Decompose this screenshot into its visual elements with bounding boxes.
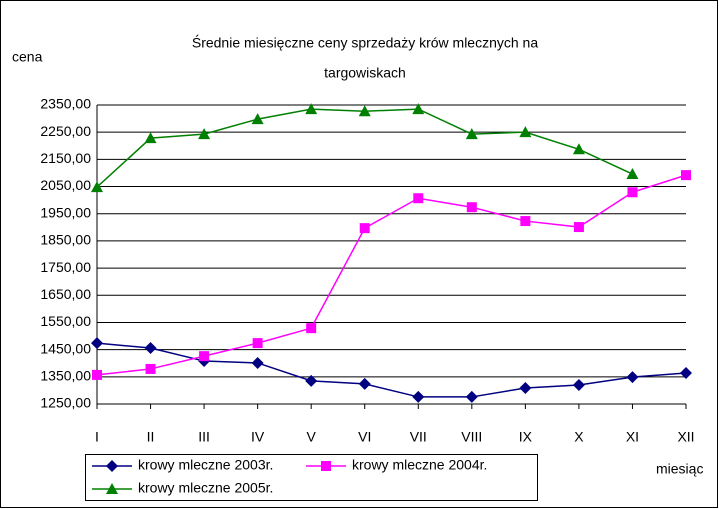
data-point (199, 351, 210, 362)
series-line (96, 174, 687, 376)
legend-marker (321, 461, 331, 471)
y-tick-label: 1550,00 (40, 313, 91, 329)
data-point (144, 342, 157, 355)
x-tick-label: III (198, 429, 210, 445)
data-point (519, 126, 532, 138)
data-point (91, 337, 103, 350)
data-point (519, 381, 532, 394)
data-point (413, 193, 424, 204)
legend-marker (106, 460, 118, 472)
x-axis-label: miesiąc (656, 461, 703, 477)
data-point (305, 374, 318, 387)
x-tick-label: I (95, 429, 99, 445)
data-point (358, 377, 371, 390)
x-tick-label: VIII (461, 429, 482, 445)
x-tick-label: IX (519, 429, 533, 445)
y-tick-label: 2050,00 (40, 177, 91, 193)
y-tick-label: 1350,00 (40, 368, 91, 384)
x-tick-label: XII (677, 429, 694, 445)
data-point (145, 363, 156, 374)
data-point (466, 202, 477, 213)
data-point (626, 168, 639, 180)
data-point (412, 103, 425, 115)
y-tick-label: 2250,00 (40, 123, 91, 139)
y-tick-label: 1850,00 (40, 232, 91, 248)
legend (85, 454, 538, 501)
y-tick-label: 1250,00 (40, 395, 91, 411)
data-point (306, 323, 317, 334)
data-point (198, 128, 211, 140)
data-point (465, 128, 478, 140)
y-tick-label: 1750,00 (40, 259, 91, 275)
data-point (681, 170, 691, 181)
y-tick-label: 1950,00 (40, 204, 91, 220)
data-point (358, 105, 371, 117)
legend-label: krowy mleczne 2003r. (138, 457, 273, 473)
data-point (359, 223, 370, 234)
data-point (305, 103, 318, 115)
data-point (465, 390, 478, 403)
x-tick-label: V (307, 429, 317, 445)
data-point (627, 187, 638, 198)
data-point (91, 181, 103, 193)
x-tick-label: VII (410, 429, 427, 445)
x-tick-label: VI (358, 429, 371, 445)
legend-label: krowy mleczne 2004r. (352, 457, 487, 473)
data-point (92, 369, 102, 380)
data-point (251, 113, 264, 125)
x-tick-label: IV (251, 429, 265, 445)
data-point (680, 367, 692, 380)
data-point (412, 390, 425, 403)
y-tick-label: 2350,00 (40, 96, 91, 112)
data-point (251, 356, 264, 369)
data-point (144, 132, 157, 144)
x-tick-label: XI (626, 429, 639, 445)
y-tick-label: 1450,00 (40, 340, 91, 356)
legend-label: krowy mleczne 2005r. (138, 480, 273, 496)
data-point (572, 143, 585, 155)
chart-title: targowiskach (324, 65, 406, 81)
data-point (626, 371, 639, 384)
y-tick-label: 1650,00 (40, 286, 91, 302)
data-point (252, 338, 263, 349)
x-tick-label: X (574, 429, 584, 445)
legend-marker (106, 483, 118, 494)
x-tick-label: II (147, 429, 155, 445)
data-point (520, 216, 531, 227)
data-point (572, 378, 585, 391)
chart-title: Średnie miesięczne ceny sprzedaży krów m… (192, 34, 538, 51)
y-tick-label: 2150,00 (40, 150, 91, 166)
y-axis-label: cena (12, 49, 43, 65)
data-point (573, 222, 584, 233)
